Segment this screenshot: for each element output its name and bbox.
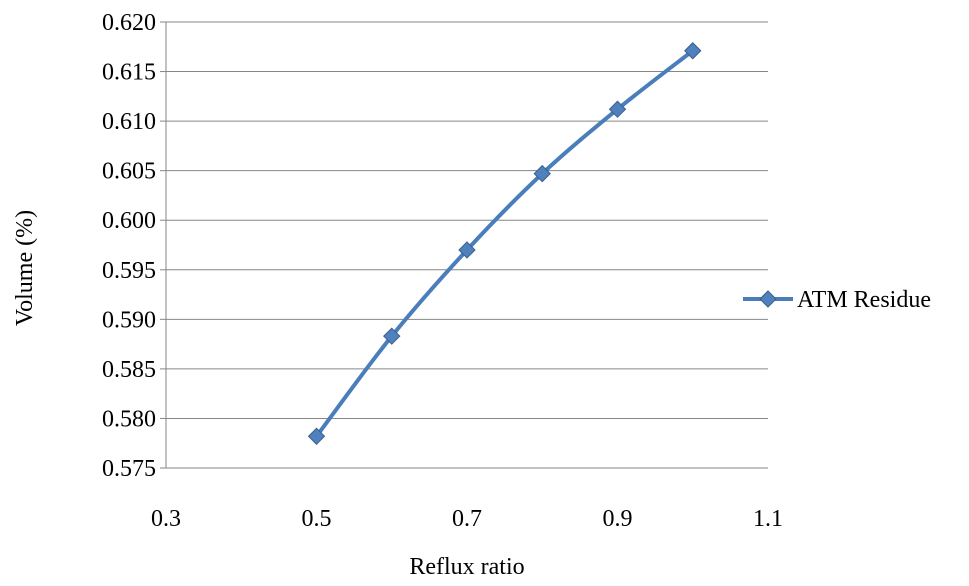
legend: ATM Residue — [743, 287, 931, 313]
y-tick-label: 0.600 — [102, 208, 156, 234]
x-tick-label: 0.9 — [603, 506, 633, 532]
data-point-marker — [684, 42, 702, 60]
legend-label-atm-residue: ATM Residue — [797, 287, 931, 313]
data-point-marker — [458, 241, 476, 259]
series-lines — [314, 49, 694, 438]
axes — [160, 21, 768, 469]
y-tick-label: 0.590 — [102, 307, 156, 333]
data-point-marker — [533, 164, 551, 183]
data-point-marker — [383, 327, 401, 345]
y-tick-label: 0.605 — [102, 159, 156, 185]
x-tick-label: 0.7 — [452, 506, 482, 532]
x-tick-labels: 0.3 0.5 0.7 0.9 1.1 — [151, 506, 783, 532]
x-tick-label: 0.5 — [302, 506, 332, 532]
legend-diamond-marker — [759, 290, 777, 308]
data-point-marker — [608, 100, 627, 118]
y-tick-label: 0.595 — [102, 258, 156, 284]
x-tick-label: 0.3 — [151, 506, 181, 532]
x-axis-title: Reflux ratio — [409, 554, 524, 580]
x-tick-label: 1.1 — [753, 506, 783, 532]
data-markers — [307, 42, 702, 445]
y-tick-label: 0.610 — [102, 109, 156, 135]
y-tick-label: 0.575 — [102, 456, 156, 482]
y-tick-label: 0.585 — [102, 357, 156, 383]
y-tick-label: 0.620 — [102, 10, 156, 36]
gridlines — [166, 21, 768, 419]
y-tick-label: 0.615 — [102, 60, 156, 86]
series-line-atm-residue — [314, 49, 694, 438]
y-axis-title: Volume (%) — [12, 210, 38, 326]
y-tick-label: 0.580 — [102, 406, 156, 432]
data-point-marker — [307, 427, 326, 445]
y-tick-labels: 0.575 0.580 0.585 0.590 0.595 0.600 0.605 0.610… — [102, 10, 156, 482]
